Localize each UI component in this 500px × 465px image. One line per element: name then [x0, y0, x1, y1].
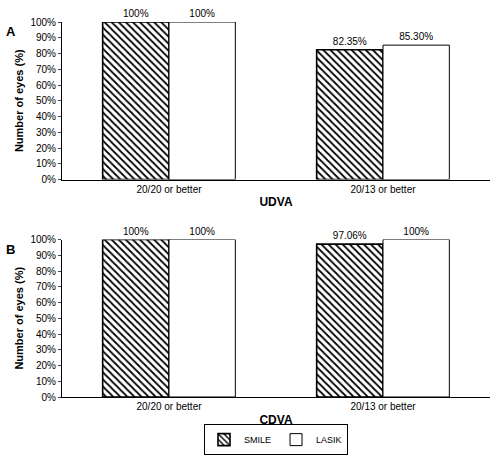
svg-text:20/20 or better: 20/20 or better	[136, 401, 202, 412]
svg-text:50%: 50%	[36, 95, 56, 106]
svg-text:SMILE: SMILE	[244, 435, 271, 445]
svg-text:20/20 or better: 20/20 or better	[136, 184, 202, 195]
svg-text:100%: 100%	[123, 226, 149, 237]
svg-text:LASIK: LASIK	[316, 435, 342, 445]
svg-text:97.06%: 97.06%	[333, 230, 367, 241]
svg-text:30%: 30%	[36, 127, 56, 138]
svg-text:80%: 80%	[36, 266, 56, 277]
svg-text:B: B	[6, 242, 15, 257]
svg-text:70%: 70%	[36, 281, 56, 292]
svg-text:100%: 100%	[123, 8, 149, 19]
svg-text:20%: 20%	[36, 360, 56, 371]
svg-text:40%: 40%	[36, 111, 56, 122]
svg-text:100%: 100%	[30, 17, 56, 28]
svg-text:60%: 60%	[36, 80, 56, 91]
svg-text:40%: 40%	[36, 329, 56, 340]
svg-text:100%: 100%	[30, 234, 56, 245]
svg-text:0%: 0%	[42, 392, 57, 403]
svg-text:UDVA: UDVA	[259, 195, 292, 209]
svg-text:CDVA: CDVA	[259, 413, 292, 427]
svg-text:20%: 20%	[36, 143, 56, 154]
svg-text:82.35%: 82.35%	[333, 36, 367, 47]
svg-text:10%: 10%	[36, 376, 56, 387]
svg-text:Number of eyes (%): Number of eyes (%)	[13, 49, 25, 152]
svg-text:90%: 90%	[36, 32, 56, 43]
svg-text:80%: 80%	[36, 48, 56, 59]
svg-text:30%: 30%	[36, 344, 56, 355]
svg-text:10%: 10%	[36, 158, 56, 169]
svg-text:70%: 70%	[36, 64, 56, 75]
svg-text:50%: 50%	[36, 313, 56, 324]
svg-text:100%: 100%	[403, 226, 429, 237]
svg-text:60%: 60%	[36, 297, 56, 308]
svg-text:20/13 or better: 20/13 or better	[350, 401, 416, 412]
svg-text:20/13 or better: 20/13 or better	[350, 184, 416, 195]
svg-text:90%: 90%	[36, 250, 56, 261]
svg-text:0%: 0%	[42, 174, 57, 185]
svg-text:Number of eyes (%): Number of eyes (%)	[13, 267, 25, 370]
svg-text:100%: 100%	[189, 8, 215, 19]
svg-text:100%: 100%	[189, 226, 215, 237]
svg-text:85.30%: 85.30%	[399, 31, 433, 42]
svg-text:A: A	[6, 24, 16, 39]
